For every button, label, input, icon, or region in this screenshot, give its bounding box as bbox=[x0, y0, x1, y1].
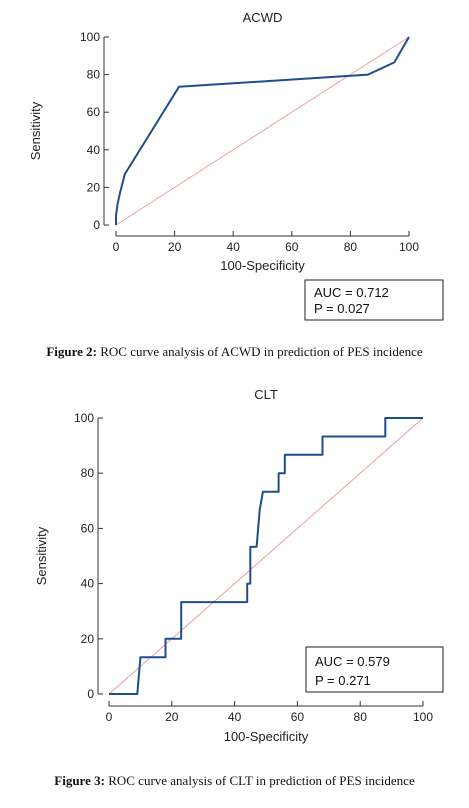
x-tick-label: 80 bbox=[344, 240, 358, 254]
x-tick-label: 20 bbox=[168, 240, 182, 254]
y-tick-label: 100 bbox=[74, 411, 94, 425]
figure-2-text: ROC curve analysis of ACWD in prediction… bbox=[97, 344, 423, 359]
x-tick-label: 60 bbox=[291, 710, 305, 724]
y-tick-label: 20 bbox=[81, 632, 95, 646]
x-tick-label: 40 bbox=[227, 240, 241, 254]
y-tick-label: 60 bbox=[87, 105, 101, 119]
x-tick-label: 40 bbox=[228, 710, 242, 724]
reference-diagonal-line bbox=[115, 36, 410, 226]
roc-curve-line bbox=[115, 36, 410, 225]
figure-3-label: Figure 3: bbox=[54, 773, 105, 788]
y-tick-label: 80 bbox=[81, 466, 95, 480]
y-tick-label: 60 bbox=[81, 521, 95, 535]
y-tick-label: 100 bbox=[80, 30, 100, 44]
x-tick-label: 80 bbox=[354, 710, 368, 724]
x-tick-label: 100 bbox=[399, 240, 419, 254]
y-axis-label: Sensitivity bbox=[34, 526, 49, 585]
figure-3-text: ROC curve analysis of CLT in prediction … bbox=[104, 773, 415, 788]
x-tick-label: 100 bbox=[413, 710, 433, 724]
y-tick-label: 0 bbox=[87, 687, 94, 701]
roc-chart-acwd: ACWD 0 20 40 60 80 100 0 20 40 60 80 100 100-Specific… bbox=[28, 10, 444, 321]
auc-annotation-box bbox=[305, 646, 444, 693]
x-axis-label: 100-Specificity bbox=[224, 729, 309, 744]
x-tick-label: 0 bbox=[113, 240, 120, 254]
auc-value-text: AUC = 0.712 bbox=[314, 285, 389, 300]
x-tick-label: 60 bbox=[285, 240, 299, 254]
roc-chart-clt: CLT 0 20 40 60 80 100 0 20 40 60 80 100 100-Specifici… bbox=[34, 387, 444, 744]
p-value-text: P = 0.271 bbox=[315, 673, 371, 688]
figure-3-caption: Figure 3: ROC curve analysis of CLT in p… bbox=[0, 773, 469, 789]
x-axis-label: 100-Specificity bbox=[220, 258, 305, 273]
y-axis-label: Sensitivity bbox=[28, 101, 43, 160]
y-tick-label: 20 bbox=[87, 180, 101, 194]
y-tick-label: 0 bbox=[93, 218, 100, 232]
figure-2-label: Figure 2: bbox=[46, 344, 97, 359]
chart-title: ACWD bbox=[243, 10, 283, 25]
x-tick-label: 20 bbox=[165, 710, 179, 724]
y-tick-label: 40 bbox=[87, 143, 101, 157]
reference-diagonal-line bbox=[108, 417, 424, 695]
auc-value-text: AUC = 0.579 bbox=[315, 654, 390, 669]
chart-title: CLT bbox=[254, 387, 278, 402]
figure-2-caption: Figure 2: ROC curve analysis of ACWD in … bbox=[0, 344, 469, 360]
y-tick-label: 40 bbox=[81, 577, 95, 591]
x-tick-label: 0 bbox=[106, 710, 113, 724]
auc-annotation-box bbox=[304, 279, 444, 321]
p-value-text: P = 0.027 bbox=[314, 301, 370, 316]
y-tick-label: 80 bbox=[87, 68, 101, 82]
roc-curve-line bbox=[109, 417, 423, 695]
